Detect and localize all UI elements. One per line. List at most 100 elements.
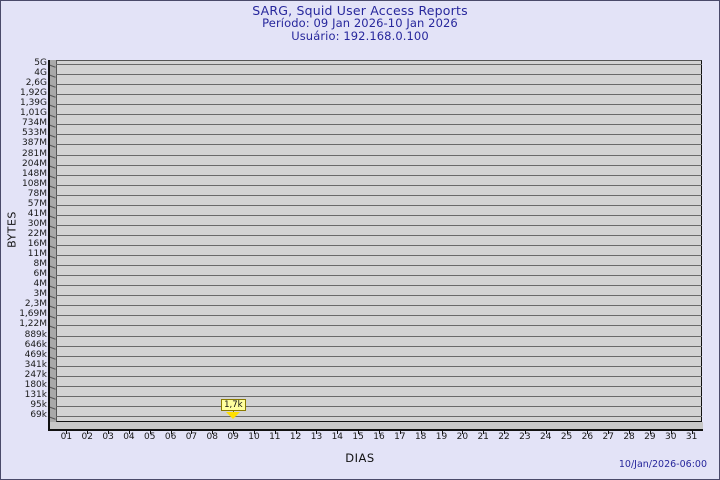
x-axis-tick-label: 25 [560, 432, 573, 442]
x-axis-tick-label: 09 [227, 432, 239, 442]
x-axis-tick-label: 13 [310, 432, 323, 442]
x-axis-tick [337, 430, 338, 434]
y-axis-tick-label: 78M [27, 188, 47, 199]
y-axis-tick-label: 180k [24, 379, 47, 390]
x-axis-tick [483, 430, 484, 434]
gridline [56, 335, 702, 337]
x-axis-tick [462, 430, 463, 434]
y-axis-tick-label: 148M [22, 168, 47, 179]
x-axis-tick-label: 31 [685, 432, 698, 442]
x-axis-tick-label: 23 [519, 432, 531, 442]
x-axis-tick-label: 30 [665, 432, 677, 442]
y-axis-tick-label: 57M [27, 198, 47, 209]
y-axis-tick-label: 204M [22, 158, 47, 169]
plot-bevel-bottom [48, 422, 703, 430]
x-axis-tick [150, 430, 151, 434]
plot-bevel-left [48, 60, 56, 422]
x-axis-tick [275, 430, 276, 434]
gridline [56, 234, 702, 236]
y-axis-tick-label: 11M [27, 249, 47, 260]
y-axis-tick-label: 6M [33, 269, 48, 280]
gridline [56, 204, 702, 206]
y-axis-tick-label: 734M [22, 118, 47, 129]
gridline [56, 345, 702, 347]
x-axis-tick-label: 27 [602, 432, 614, 442]
gridline [56, 305, 702, 307]
x-axis-tick-label: 21 [477, 432, 489, 442]
x-axis-tick [671, 430, 672, 434]
plot-background [56, 60, 702, 422]
gridline [56, 134, 702, 136]
x-axis-tick-label: 05 [144, 432, 156, 442]
gridline [56, 64, 702, 65]
y-axis-tick-label: 108M [22, 178, 47, 189]
gridline [56, 275, 702, 277]
x-axis-tick-label: 08 [206, 432, 218, 442]
x-axis-tick-label: 04 [123, 432, 135, 442]
x-axis-tick [587, 430, 588, 434]
x-axis-tick [191, 430, 192, 434]
gridline [56, 405, 702, 407]
gridline [56, 214, 702, 216]
x-axis-tick [296, 430, 297, 434]
gridline [56, 245, 702, 246]
x-axis-tick [400, 430, 401, 434]
page-title: SARG, Squid User Access Reports [252, 3, 468, 18]
gridline [56, 385, 702, 387]
y-axis-tick-label: 41M [27, 208, 47, 219]
x-axis-tick-label: 17 [394, 432, 406, 442]
x-axis-tick-label: 01 [60, 432, 73, 442]
gridline [56, 144, 702, 146]
gridline [56, 104, 702, 106]
y-axis-tick-label: 533M [22, 128, 47, 139]
x-axis-tick [421, 430, 422, 434]
gridline [56, 255, 702, 257]
gridline [56, 194, 702, 196]
y-axis-tick-label: 30M [27, 218, 47, 229]
x-axis-tick-label: 19 [435, 432, 448, 442]
x-axis-tick-label: 12 [289, 432, 302, 442]
x-axis-tick [650, 430, 651, 434]
gridline [56, 375, 702, 377]
y-axis-tick-label: 247k [24, 369, 47, 380]
x-axis-tick [442, 430, 443, 434]
gridline [56, 265, 702, 267]
gridline [56, 415, 702, 417]
x-axis-tick-label: 02 [81, 432, 93, 442]
y-axis-tick-label: 387M [22, 138, 47, 149]
y-axis-tick-label: 131k [24, 389, 47, 400]
y-axis-tick-label: 1,69M [19, 309, 47, 320]
x-axis-tick-label: 28 [623, 432, 635, 442]
x-axis-title: DIAS [345, 451, 375, 465]
y-axis-tick-label: 341k [24, 359, 47, 370]
x-axis-tick [692, 430, 693, 434]
y-axis-tick-label: 1,01G [19, 108, 47, 119]
gridline [56, 365, 702, 367]
chart-plot-area: 1,7k [47, 60, 702, 422]
x-axis-tick [66, 430, 67, 434]
x-axis-tick-label: 07 [185, 432, 198, 442]
y-axis-tick-label: 2,6G [25, 78, 47, 89]
x-axis-tick-label: 26 [581, 432, 594, 442]
y-axis-line [48, 60, 50, 431]
x-axis-tick [629, 430, 630, 434]
report-period: Período: 09 Jan 2026-10 Jan 2026 [262, 16, 458, 30]
x-axis-tick-label: 10 [248, 432, 260, 442]
y-axis-tick-label: 2,3M [24, 299, 47, 310]
x-axis-tick-label: 20 [456, 432, 469, 442]
y-axis-tick-label: 281M [22, 148, 47, 159]
y-axis-tick-label: 8M [33, 259, 48, 270]
y-axis-labels: 5G 4G 2,6G 1,92G 1,39G 1,01G 734M 533M 387M 281M 2… [1, 1, 47, 479]
gridline [56, 114, 702, 116]
gridline [56, 355, 702, 357]
y-axis-tick-label: 5G [34, 58, 47, 68]
x-axis-tick-label: 06 [164, 432, 177, 442]
x-axis-tick [316, 430, 317, 434]
y-axis-tick-label: 95k [30, 399, 47, 410]
x-axis-tick-label: 22 [498, 432, 510, 442]
gridline [56, 124, 702, 126]
y-axis-tick-label: 1,39G [19, 98, 47, 109]
x-axis-tick [525, 430, 526, 434]
y-axis-tick-label: 889k [24, 329, 47, 340]
x-axis-tick [608, 430, 609, 434]
